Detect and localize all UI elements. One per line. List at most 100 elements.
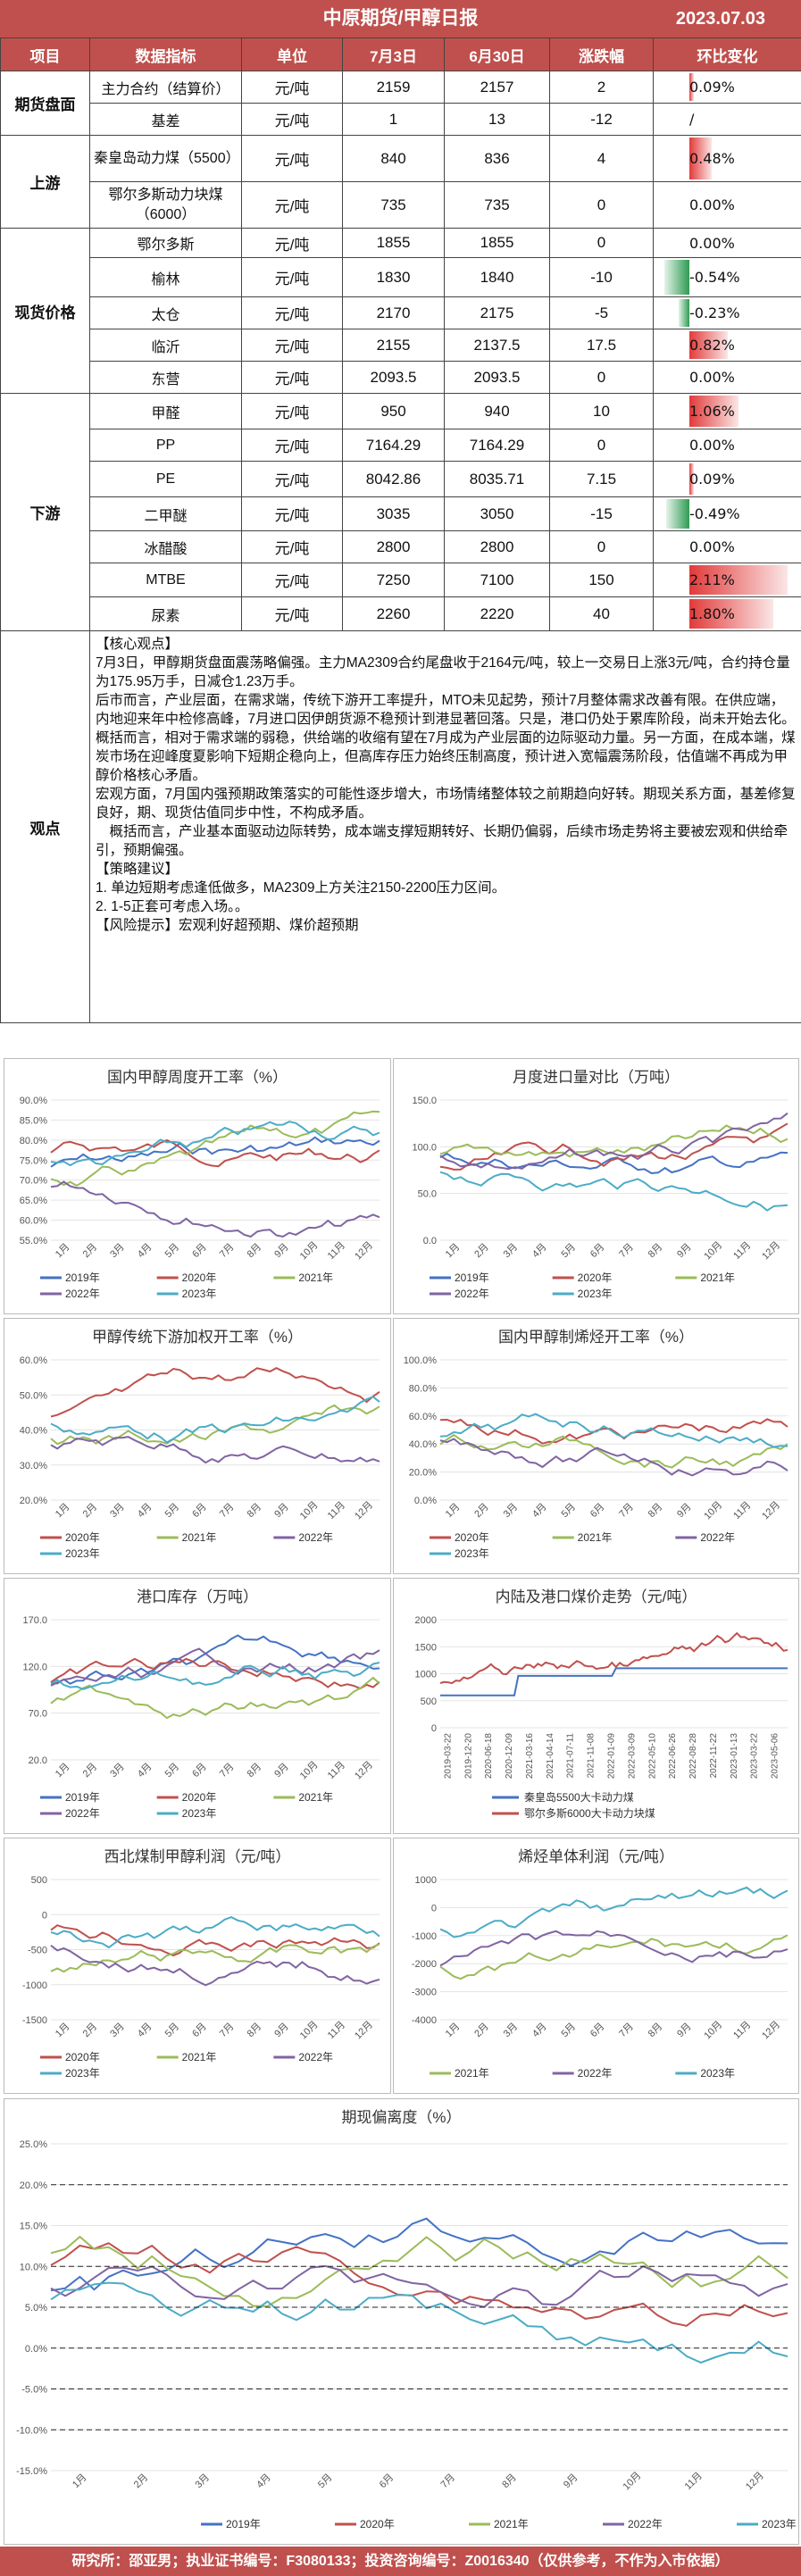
diff-value: 0	[549, 361, 654, 394]
observation-line: 宏观方面，7月国内强预期政策落实的可能性逐步增大，市场情绪整体较之前期趋向好转。…	[96, 787, 796, 821]
legend-label: 2022年	[455, 1288, 489, 1300]
x-tick-label: 4月	[530, 1242, 549, 1261]
series-line	[50, 2242, 788, 2327]
x-tick-label: 2月	[81, 2022, 100, 2040]
category-cell: 上游	[0, 135, 90, 229]
x-tick-label: 2021-11-08	[587, 1733, 597, 1779]
x-tick-label: 5月	[559, 2022, 578, 2040]
x-tick-label: 11月	[326, 1500, 347, 1521]
change-cell: 0.00%	[653, 429, 801, 462]
positive-change-bar	[689, 396, 739, 427]
legend-label: 2023年	[65, 2067, 100, 2080]
chart-svg: 港口库存（万吨） 20.0 70.0 120.0 170.0 1月 2月 3月 4月 5月 6月 7月…	[22, 1588, 380, 1820]
series-line	[51, 1634, 380, 1685]
table-row: 太仓 元/吨 2170 2175 -5 -0.23%	[1, 296, 801, 329]
legend-label: 2020年	[65, 1531, 100, 1544]
indicator-cell: 尿素	[89, 596, 242, 631]
x-tick-label: 7月	[617, 1502, 636, 1521]
indicator-cell: 临沂	[89, 329, 242, 362]
indicator-cell: PE	[89, 461, 242, 497]
legend-label: 2020年	[65, 2051, 100, 2063]
today-value: 2170	[342, 296, 445, 329]
y-tick-label: 50.0	[418, 1189, 437, 1200]
x-tick-label: 8月	[647, 2022, 665, 2040]
table-row: 上游 秦皇岛动力煤（5500） 元/吨 840 836 4 0.48%	[0, 135, 801, 229]
chart-title: 期现偏离度（%）	[341, 2109, 461, 2126]
legend-label: 2023年	[182, 1288, 217, 1300]
change-value: 2.11%	[689, 571, 735, 588]
x-tick-label: 2022-11-22	[709, 1733, 719, 1779]
y-tick-label: 60.0%	[20, 1216, 47, 1227]
observation-line: 1. 单边短期考虑逢低做多，MA2309上方关注2150-2200压力区间。	[96, 880, 506, 896]
y-tick-label: -2000	[412, 1959, 437, 1970]
indicator-cell: 榆林	[89, 257, 242, 297]
unit-cell: 元/吨	[241, 103, 343, 136]
table-row: 东营 元/吨 2093.5 2093.5 0 0.00%	[1, 361, 801, 394]
y-tick-label: 500	[421, 1696, 437, 1707]
legend-label: 鄂尔多斯6000大卡动力块煤	[524, 1806, 655, 1820]
indicator-cell: 主力合约（结算价）	[89, 71, 242, 104]
report-title: 中原期货/甲醇日报	[322, 8, 479, 29]
x-tick-label: 12月	[353, 1239, 375, 1262]
x-tick-label: 12月	[353, 1499, 375, 1521]
y-tick-label: 100.0%	[404, 1355, 438, 1366]
chart-panel: 国内甲醇周度开工率（%） 55.0% 60.0% 65.0% 70.0% 75.0% 80.…	[4, 1058, 391, 1314]
x-tick-label: 2022-03-09	[627, 1733, 637, 1780]
unit-cell: 元/吨	[241, 71, 343, 104]
observation-label: 观点	[0, 630, 90, 1023]
legend-label: 2021年	[298, 1791, 333, 1804]
x-tick-label: 4月	[530, 1502, 549, 1521]
y-tick-label: 0.0%	[414, 1496, 437, 1506]
change-value: 0.00%	[689, 369, 735, 386]
change-cell: 1.80%	[653, 596, 801, 631]
chart-panel: 甲醇传统下游加权开工率（%） 20.0% 30.0% 40.0% 50.0% 60.0% 1…	[4, 1318, 391, 1574]
prev-value: 8035.71	[444, 461, 550, 497]
x-tick-label: 8月	[246, 1762, 264, 1780]
positive-change-bar	[689, 138, 713, 179]
change-value: -0.49%	[689, 505, 740, 522]
report-footer: 研究所：邵亚男；执业证书编号：F3080133；投资咨询编号：Z0016340（…	[0, 2547, 801, 2576]
x-tick-label: 2023-05-06	[771, 1733, 780, 1780]
x-tick-label: 3月	[108, 1762, 127, 1780]
chart-svg: 内陆及港口煤价走势（元/吨） 0 500 1000 1500 2000 2019-03-22…	[415, 1588, 788, 1820]
y-tick-label: 70.0	[29, 1709, 47, 1720]
prev-value: 1855	[444, 228, 550, 258]
diff-value: -12	[549, 103, 654, 136]
table-row: MTBE 元/吨 7250 7100 150 2.11%	[1, 563, 801, 597]
today-value: 7164.29	[342, 429, 445, 462]
change-cell: 0.00%	[653, 361, 801, 394]
series-line	[439, 1112, 788, 1171]
legend-label: 2020年	[455, 1531, 489, 1544]
y-tick-label: 1000	[415, 1875, 437, 1886]
x-tick-label: 2023-03-22	[750, 1733, 760, 1780]
negative-change-bar	[666, 499, 689, 529]
today-value: 735	[342, 181, 445, 229]
series-line	[50, 2281, 788, 2364]
y-tick-label: -15.0%	[16, 2466, 47, 2477]
positive-change-bar	[689, 463, 694, 495]
x-tick-label: 11月	[731, 2020, 753, 2041]
chart-svg: 西北煤制甲醇利润（元/吨） -1500 -1000 -500 0 500 1月 2月 3月 4月 5…	[22, 1848, 380, 2080]
col-header-diff: 涨跌幅	[549, 38, 654, 71]
chart-title: 烯烃单体利润（元/吨）	[518, 1848, 674, 1865]
y-tick-label: 0	[431, 1723, 437, 1734]
y-tick-label: 65.0%	[20, 1196, 47, 1206]
unit-cell: 元/吨	[241, 393, 343, 429]
change-cell: 0.82%	[653, 329, 801, 362]
prev-value: 2220	[444, 596, 550, 631]
y-tick-label: 0	[431, 1903, 437, 1913]
series-line	[439, 1886, 788, 1938]
y-tick-label: 2000	[415, 1615, 437, 1626]
legend-label: 2021年	[182, 2051, 217, 2063]
y-tick-label: 85.0%	[20, 1115, 47, 1126]
col-header-change: 环比变化	[653, 38, 801, 71]
legend-label: 2021年	[494, 2518, 529, 2530]
change-cell: -0.49%	[653, 496, 801, 531]
x-tick-label: 2月	[472, 1242, 491, 1261]
observation-row: 观点 【核心观点】 7月3日，甲醇期货盘面震荡略偏强。主力MA2309合约尾盘收于…	[0, 630, 801, 1023]
x-tick-label: 2月	[81, 1762, 100, 1780]
legend-label: 2023年	[182, 1807, 217, 1820]
legend-label: 2019年	[65, 1791, 100, 1804]
x-tick-label: 3月	[108, 2022, 127, 2040]
unit-cell: 元/吨	[241, 228, 343, 258]
